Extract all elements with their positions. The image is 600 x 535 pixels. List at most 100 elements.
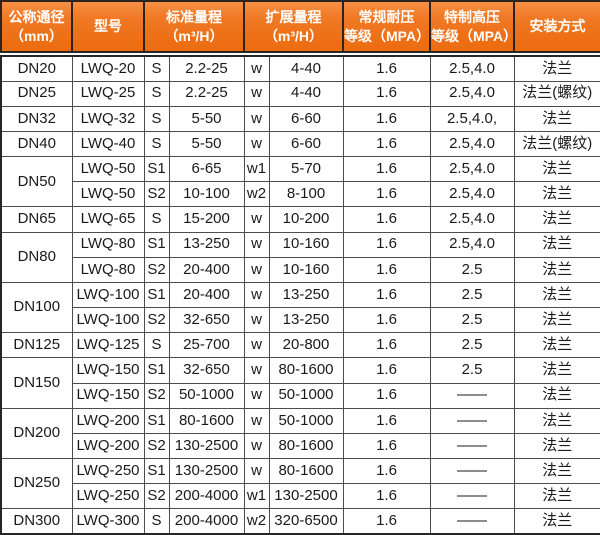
cell-std-range: 5-50 [168,130,245,158]
table-row: DN250 LWQ-250 S1 130-2500 w 80-1600 1.6 … [0,457,600,510]
cell-ext-range: 10-200 [268,206,344,233]
cell-s-variant: S1 [143,231,170,258]
cell-std-range: 200-4000 [168,483,245,510]
cell-ext-range: 10-160 [268,231,344,258]
cell-w-variant: w [243,382,270,409]
header-row: 公称通径 （mm） 型号 标准量程 （m³/H） 扩展量程 （m³/H） 常规耐… [0,0,600,53]
cell-ext-range: 10-160 [268,256,344,283]
cell-std-range: 15-200 [168,206,245,233]
cell-pressure: 1.6 [342,105,431,132]
cell-w-variant: w [243,357,270,384]
table-row: DN32 LWQ-32 S 5-50 w 6-60 1.6 2.5,4.0, 法… [0,105,600,132]
cell-model: LWQ-80 [71,231,145,258]
cell-pressure: 1.6 [342,156,431,183]
table-row: LWQ-150 S2 50-1000 w 50-1000 1.6 —— 法兰 [1,382,600,409]
cell-install: 法兰 [513,281,600,309]
cell-install: 法兰 [513,407,600,434]
cell-ext-range: 4-40 [268,80,344,107]
cell-high-pressure: 2.5,4.0 [429,206,515,233]
cell-dn: DN250 [0,457,73,510]
cell-dn: DN40 [0,130,73,158]
cell-s-variant: S [143,508,170,535]
table-row: DN40 LWQ-40 S 5-50 w 6-60 1.6 2.5,4.0 法兰… [0,130,600,158]
cell-pressure: 1.6 [342,281,431,309]
cell-high-pressure: —— [429,483,515,510]
cell-install: 法兰(螺纹) [513,130,600,158]
cell-install: 法兰 [513,256,600,283]
cell-pressure: 1.6 [342,432,431,460]
table-row: DN100 LWQ-100 S1 20-400 w 13-250 1.6 2.5… [0,281,600,334]
cell-ext-range: 80-1600 [268,457,344,485]
cell-model: LWQ-25 [71,80,145,107]
cell-s-variant: S [143,130,170,158]
table-row: DN300 LWQ-300 S 200-4000 w2 320-6500 1.6… [0,508,600,535]
cell-w-variant: w1 [243,483,270,510]
cell-model: LWQ-100 [71,281,145,309]
cell-install: 法兰 [513,307,600,334]
cell-model: LWQ-32 [71,105,145,132]
cell-std-range: 32-650 [168,307,245,334]
cell-dn: DN125 [0,332,73,359]
cell-model: LWQ-150 [71,357,145,384]
col-header-install: 安装方式 [513,0,600,53]
cell-dn: DN32 [0,105,73,132]
cell-w-variant: w [243,281,270,309]
cell-dn: DN300 [0,508,73,535]
cell-pressure: 1.6 [342,382,431,409]
cell-w-variant: w [243,231,270,258]
cell-dn: DN150 [0,357,73,409]
cell-w-variant: w [243,206,270,233]
cell-s-variant: S1 [143,407,170,434]
cell-high-pressure: —— [429,508,515,535]
cell-dn: DN20 [0,55,73,82]
cell-install: 法兰 [513,483,600,510]
cell-dn: DN65 [0,206,73,233]
spec-table-header: 公称通径 （mm） 型号 标准量程 （m³/H） 扩展量程 （m³/H） 常规耐… [0,0,600,53]
cell-pressure: 1.6 [342,55,431,82]
cell-model: LWQ-200 [71,407,145,434]
cell-std-range: 13-250 [168,231,245,258]
cell-pressure: 1.6 [342,181,431,208]
table-row: DN65 LWQ-65 S 15-200 w 10-200 1.6 2.5,4.… [0,206,600,233]
cell-ext-range: 130-2500 [268,483,344,510]
cell-s-variant: S1 [143,457,170,485]
cell-install: 法兰 [513,332,600,359]
cell-std-range: 80-1600 [168,407,245,434]
cell-install: 法兰 [513,105,600,132]
cell-high-pressure: 2.5 [429,332,515,359]
cell-model: LWQ-50 [71,181,145,208]
cell-ext-range: 8-100 [268,181,344,208]
cell-model: LWQ-200 [71,432,145,460]
cell-install: 法兰 [513,55,600,82]
cell-high-pressure: 2.5,4.0 [429,231,515,258]
cell-install: 法兰 [513,457,600,485]
cell-std-range: 32-650 [168,357,245,384]
cell-install: 法兰 [513,181,600,208]
cell-s-variant: S2 [143,307,170,334]
cell-pressure: 1.6 [342,130,431,158]
cell-high-pressure: 2.5,4.0, [429,105,515,132]
col-header-dn: 公称通径 （mm） [0,0,73,53]
cell-ext-range: 13-250 [268,307,344,334]
cell-pressure: 1.6 [342,508,431,535]
cell-install: 法兰 [513,382,600,409]
cell-ext-range: 20-800 [268,332,344,359]
cell-dn: DN100 [0,281,73,334]
cell-dn: DN50 [0,156,73,208]
cell-high-pressure: 2.5 [429,307,515,334]
cell-std-range: 20-400 [168,281,245,309]
cell-high-pressure: 2.5,4.0 [429,55,515,82]
cell-ext-range: 80-1600 [268,357,344,384]
cell-w-variant: w [243,130,270,158]
cell-w-variant: w [243,432,270,460]
cell-ext-range: 4-40 [268,55,344,82]
col-header-pressure: 常规耐压 等级（MPA） [342,0,431,53]
cell-s-variant: S [143,206,170,233]
col-header-high-pressure: 特制高压 等级（MPA） [429,0,517,53]
cell-std-range: 2.2-25 [168,80,245,107]
cell-s-variant: S2 [143,483,170,510]
cell-w-variant: w [243,307,270,334]
cell-dn: DN80 [0,231,73,283]
cell-w-variant: w1 [243,156,270,183]
cell-high-pressure: 2.5,4.0 [429,80,515,107]
